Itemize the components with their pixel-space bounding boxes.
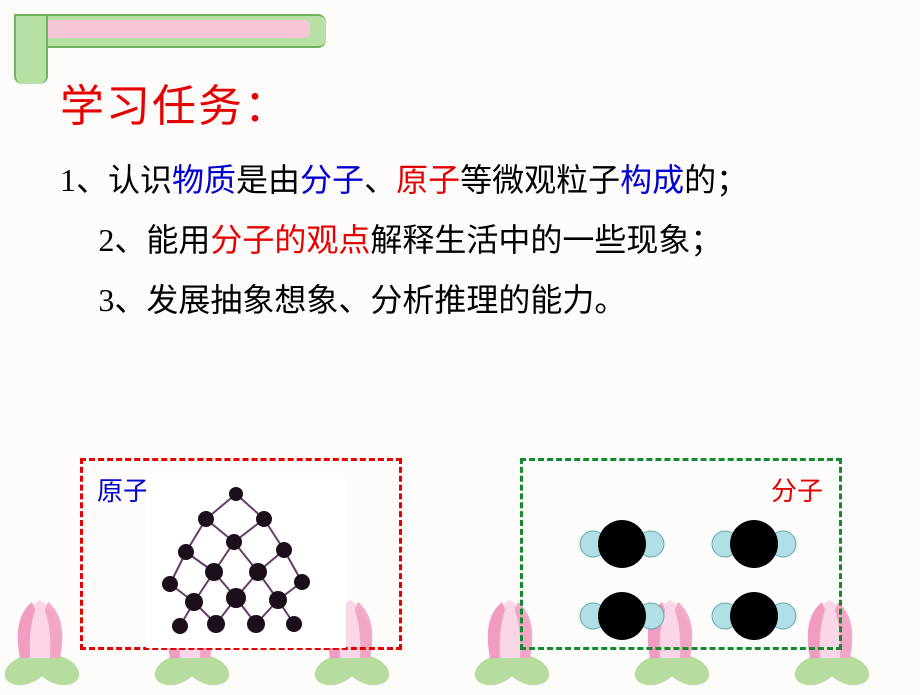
molecule-icon (526, 464, 842, 650)
atom-lattice-icon (86, 464, 402, 650)
learning-point-2: 2、能用分子的观点解释生活中的一些现象； (60, 216, 870, 264)
atom-diagram-box: 原子 (80, 458, 402, 650)
molecule-diagram-box: 分子 (520, 458, 842, 650)
slide-content: 学习任务： 1、认识物质是由分子、原子等微观粒子构成的； 2、能用分子的观点解释生… (60, 70, 870, 336)
slide-title: 学习任务： (60, 70, 870, 134)
learning-point-3: 3、发展抽象想象、分析推理的能力。 (60, 276, 870, 324)
learning-point-1: 1、认识物质是由分子、原子等微观粒子构成的； (60, 156, 870, 204)
diagram-area: 原子 分子 (80, 458, 860, 658)
